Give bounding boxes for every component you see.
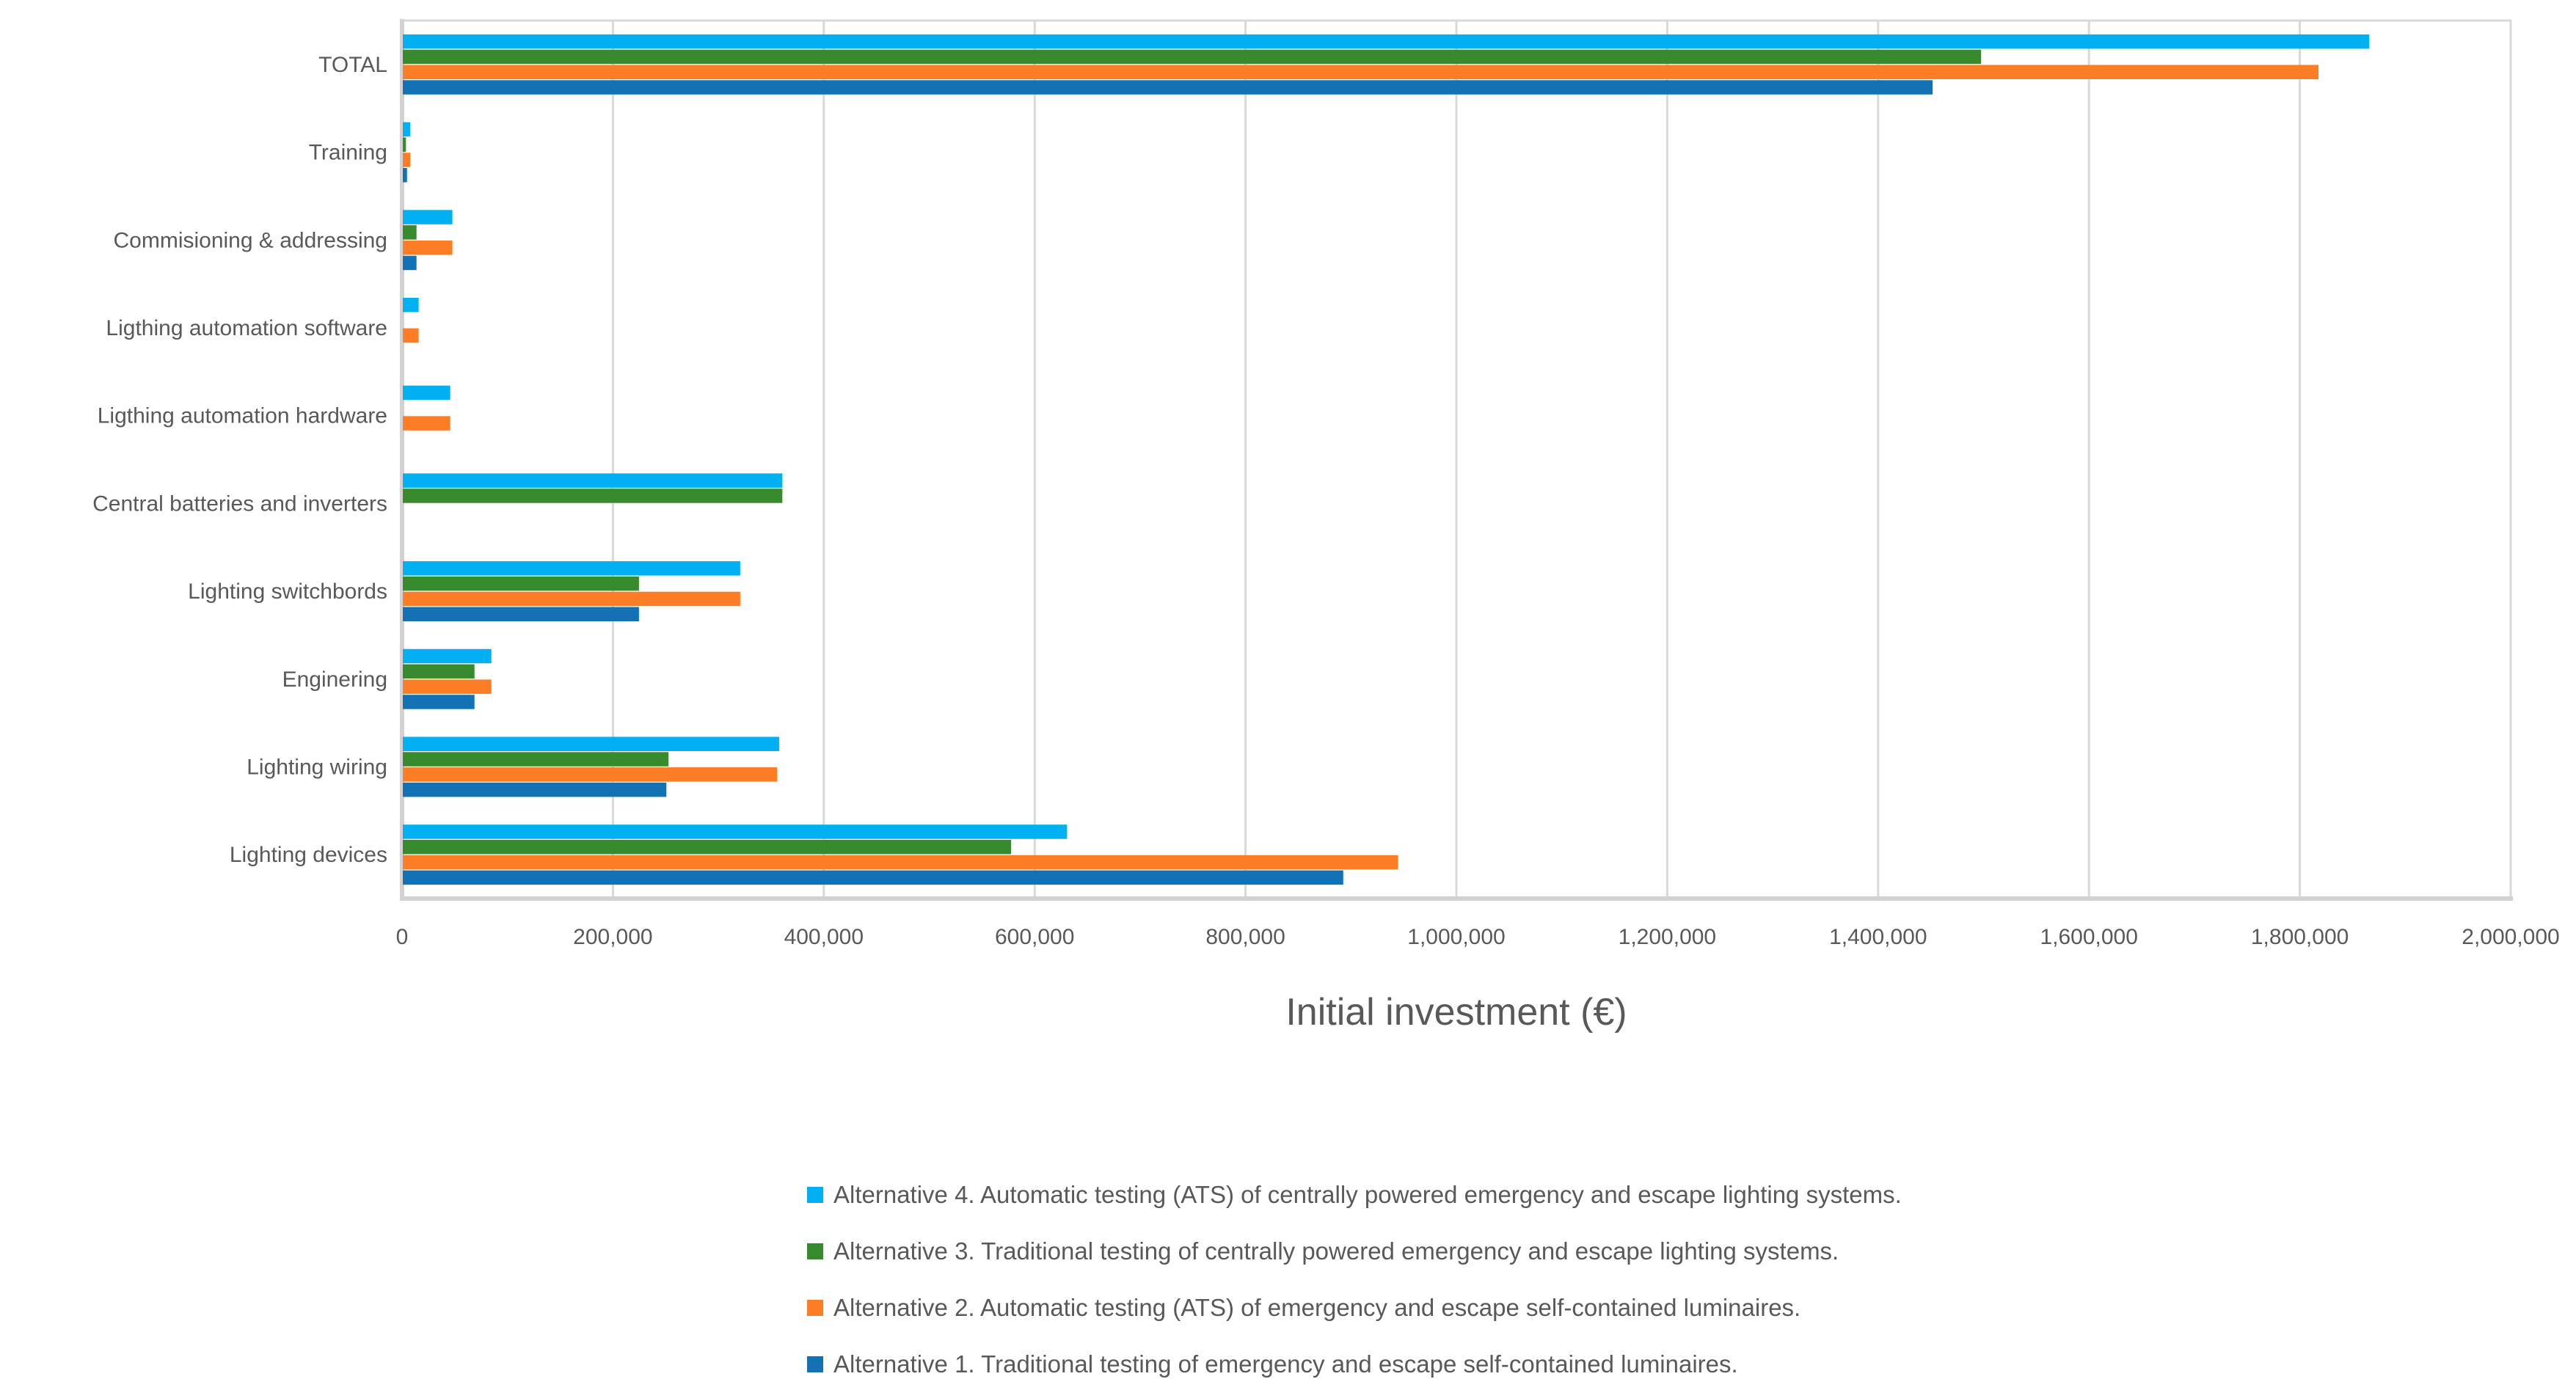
legend-swatch-alt4 [807,1187,823,1203]
category-label: Ligthing automation hardware [98,404,387,428]
bar [403,65,2319,79]
legend-item: Alternative 2. Automatic testing (ATS) o… [807,1294,1902,1322]
legend-label-alt1: Alternative 1. Traditional testing of em… [833,1350,1738,1378]
category-label: Training [309,141,387,165]
bar [403,695,475,709]
category-label: Lighting wiring [247,755,387,779]
category-label: Ligthing automation software [106,316,387,340]
bar [403,752,669,767]
legend-item: Alternative 3. Traditional testing of ce… [807,1237,1902,1265]
legend-swatch-alt3 [807,1243,823,1259]
x-tick-label: 1,400,000 [1829,925,1927,949]
category-label: Commisioning & addressing [113,228,387,252]
bar [403,782,667,797]
bar [403,855,1398,870]
bar [403,34,2370,49]
legend-item: Alternative 1. Traditional testing of em… [807,1350,1902,1378]
bar [403,561,740,576]
category-label: Lighting switchbords [188,579,387,604]
legend-label-alt3: Alternative 3. Traditional testing of ce… [833,1237,1839,1265]
legend-label-alt2: Alternative 2. Automatic testing (ATS) o… [833,1294,1801,1321]
x-tick-label: 1,800,000 [2251,925,2349,949]
bar [403,255,417,271]
category-label: TOTAL [318,53,387,77]
legend: Alternative 4. Automatic testing (ATS) o… [807,1181,1902,1378]
bar [403,240,453,255]
bar [403,648,492,664]
x-tick-label: 0 [396,925,409,949]
bar [403,591,740,607]
bar [403,298,419,312]
x-tick-label: 600,000 [995,925,1074,949]
legend-swatch-alt1 [807,1356,823,1372]
legend-swatch-alt2 [807,1300,823,1316]
x-tick-label: 1,200,000 [1619,925,1716,949]
legend-label-alt4: Alternative 4. Automatic testing (ATS) o… [833,1181,1902,1208]
bar [403,840,1012,855]
bar [403,122,411,137]
bar [403,168,407,183]
bar-chart: TOTAL Training Commisioning & addressing Li… [92,19,2560,949]
bar [403,824,1068,839]
bar [403,607,639,621]
x-tick-label: 200,000 [573,925,652,949]
bar [403,767,778,782]
bar [403,385,450,400]
bar [403,137,406,152]
x-tick-label: 400,000 [784,925,864,949]
x-tick-label: 1,000,000 [1407,925,1505,949]
x-tick-label: 800,000 [1205,925,1285,949]
bar [403,489,783,503]
bar [403,473,783,488]
category-label: Lighting devices [230,843,387,867]
bar [403,225,417,240]
bar [403,576,639,591]
category-label: Central batteries and inverters [92,491,387,516]
bar [403,80,1933,95]
x-axis-title: Initial investment (€) [1285,991,1627,1034]
x-tick-label: 2,000,000 [2462,925,2559,949]
bar [403,49,1982,65]
x-tick-label: 1,600,000 [2040,925,2137,949]
bar [403,153,411,167]
bar [403,210,453,224]
category-label: Enginering [282,667,387,692]
bar [403,870,1343,885]
bar [403,679,492,694]
bar [403,664,475,679]
legend-item: Alternative 4. Automatic testing (ATS) o… [807,1181,1902,1209]
bar [403,328,419,343]
bar [403,736,780,751]
bar [403,416,450,431]
